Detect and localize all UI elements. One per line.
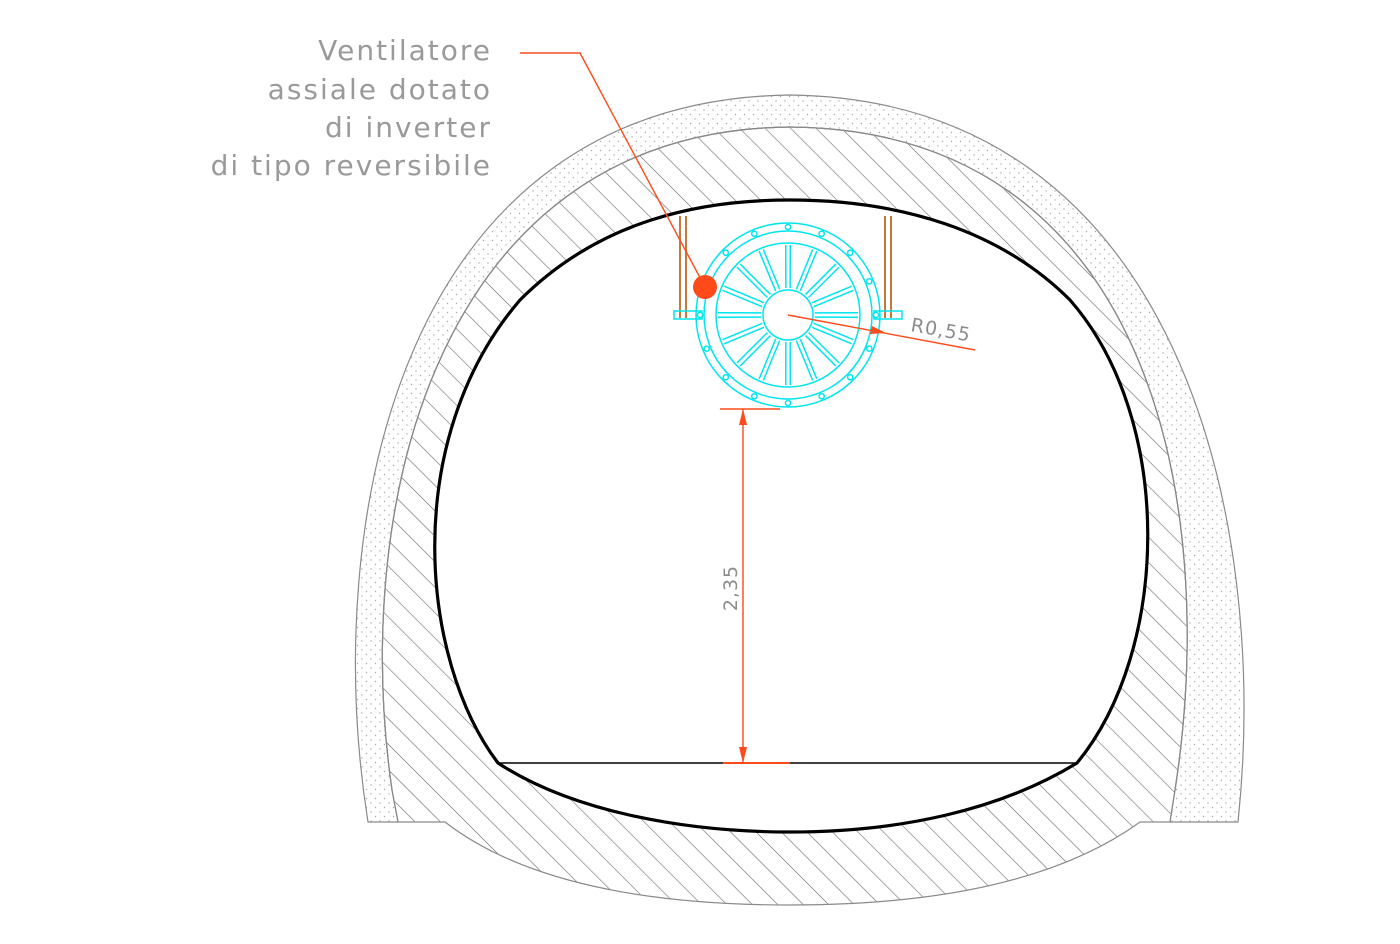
fan-blade (739, 335, 772, 367)
fan-blade (804, 263, 837, 295)
fan-blade-edge (762, 249, 781, 290)
callout-line-2: assiale dotato (268, 73, 492, 106)
fan-blade (736, 266, 768, 299)
fan-blade-edge (722, 322, 763, 341)
fan-supports (679, 216, 892, 318)
height-dimension (720, 408, 790, 764)
fan-blade-edge (808, 266, 840, 299)
fan-bolt (750, 230, 758, 238)
callout-label: Ventilatore assiale dotato di inverter d… (211, 34, 492, 182)
tunnel-intrados-outline (433, 198, 1150, 834)
fan-blade (799, 338, 818, 380)
fan-bolt (722, 373, 730, 381)
height-dimension-label: 2,35 (720, 565, 742, 611)
fan-bolt (865, 277, 873, 285)
fan-bolt (784, 223, 792, 231)
fan-blade (795, 249, 814, 290)
fan-bolt (784, 399, 792, 407)
fan-blade-edge (813, 289, 854, 308)
callout-line-4: di tipo reversibile (211, 149, 492, 182)
fan-blade-edge (804, 335, 837, 367)
fan-bolt (703, 345, 711, 353)
fan-blade (723, 326, 765, 345)
fan-blade (758, 250, 777, 292)
callout-leader-line (520, 52, 706, 288)
fan-blade-edge (758, 338, 777, 380)
fan-blade-edge (739, 263, 772, 295)
fan-bolt (846, 249, 854, 257)
callout-line-3: di inverter (325, 111, 492, 144)
fan-blade (722, 289, 763, 308)
fan-bolt (722, 249, 730, 257)
fan-bolt (818, 392, 826, 400)
fan-bolt (696, 311, 704, 319)
fan-bolt (865, 345, 873, 353)
fan-blade (762, 340, 781, 381)
axial-fan-icon (673, 222, 903, 408)
fan-bolt (750, 392, 758, 400)
fan-blade (808, 331, 840, 364)
callout-line-1: Ventilatore (318, 34, 492, 67)
fan-blade-edge (723, 285, 765, 304)
fan-blade-edge (795, 340, 814, 381)
callout-dot-icon (693, 275, 717, 299)
fan-bolt (818, 230, 826, 238)
fan-blade-edge (811, 326, 853, 345)
fan-bolt (872, 311, 880, 319)
inner-lining-line (381, 126, 1188, 791)
fan-blade (811, 285, 853, 304)
fan-bolt (846, 373, 854, 381)
fan-blade-edge (799, 250, 818, 292)
fan-blade (813, 322, 854, 341)
fan-blade-edge (736, 331, 768, 364)
